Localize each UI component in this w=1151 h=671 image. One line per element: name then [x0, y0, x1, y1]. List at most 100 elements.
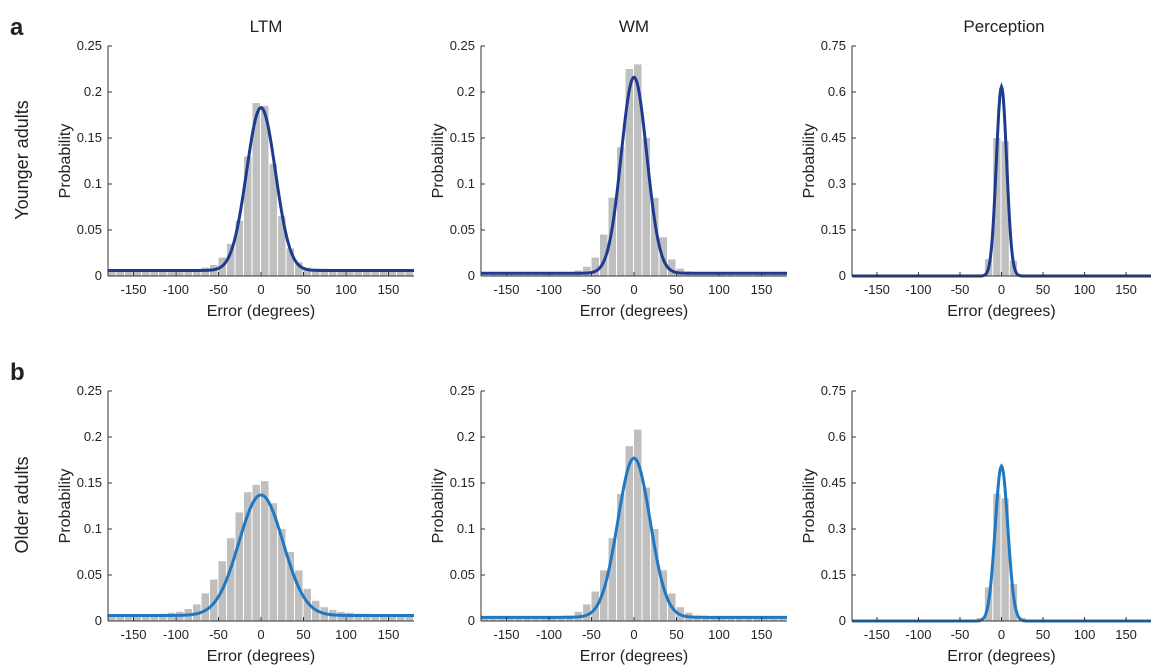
y-tick-label: 0.2: [84, 84, 102, 99]
x-tick-label: -100: [163, 282, 189, 297]
histogram-bar: [397, 270, 405, 276]
y-axis-label: Probability: [801, 124, 818, 199]
panel-younger-ltm: -150 -100 -50 0 50 100 150 0 0.05 0.1 0.15 0.2 0.25 E…: [57, 38, 414, 320]
x-tick-label: -50: [951, 282, 970, 297]
histogram-bar: [380, 270, 388, 276]
x-axis-label: Error (degrees): [580, 303, 688, 320]
histogram-bar: [993, 493, 1001, 621]
histogram-bar: [753, 617, 761, 621]
histogram-bar: [659, 570, 667, 621]
histogram-bar: [133, 271, 141, 276]
fit-curve: [108, 493, 414, 617]
histogram-bar: [269, 163, 277, 276]
histogram-bar: [761, 617, 769, 621]
histogram-bar: [710, 617, 718, 621]
y-axis-label: Probability: [801, 469, 818, 544]
y-tick-label: 0.05: [450, 222, 475, 237]
histogram-bar: [600, 234, 608, 276]
histogram-bar: [651, 197, 659, 276]
y-tick-label: 0.15: [450, 130, 475, 145]
column-title-ltm: LTM: [250, 17, 283, 36]
histogram-bar: [244, 156, 252, 276]
histogram-bar: [116, 615, 124, 621]
histogram-bar: [337, 270, 345, 276]
x-tick-label: 150: [751, 282, 773, 297]
histogram-bar: [320, 268, 328, 276]
panel-younger-perception: -150 -100 -50 0 50 100 150 0 0.15 0.3 0.45 0.6 0.75 E…: [801, 38, 1151, 320]
panel-older-wm: -150 -100 -50 0 50 100 150 0 0.05 0.1 0.15 0.2 0.25 E…: [430, 383, 787, 665]
y-tick-label: 0.15: [821, 567, 846, 582]
x-tick-label: 0: [998, 282, 1005, 297]
y-tick-label: 0.3: [828, 521, 846, 536]
histogram-bar: [133, 615, 141, 621]
y-tick-label: 0: [468, 268, 475, 283]
histogram-bar: [176, 270, 184, 276]
histogram-bar: [600, 570, 608, 621]
fit-curve: [108, 106, 414, 272]
histogram-bar: [354, 613, 362, 621]
y-tick-label: 0: [95, 613, 102, 628]
y-tick-label: 0: [95, 268, 102, 283]
y-tick-label: 0.45: [821, 130, 846, 145]
histogram-bar: [736, 617, 744, 621]
y-tick-label: 0.45: [821, 475, 846, 490]
histogram-bar: [108, 270, 116, 276]
histogram-bar: [142, 270, 150, 276]
x-tick-label: -150: [493, 627, 519, 642]
x-tick-label: -100: [163, 627, 189, 642]
x-tick-label: 150: [378, 627, 400, 642]
panel-older-ltm: -150 -100 -50 0 50 100 150 0 0.05 0.1 0.15 0.2 0.25 E…: [57, 383, 414, 665]
x-axis-label: Error (degrees): [947, 303, 1055, 320]
histogram-bar: [388, 615, 396, 621]
x-tick-label: 0: [257, 627, 264, 642]
histogram-bar: [150, 614, 158, 621]
y-tick-label: 0.2: [457, 84, 475, 99]
x-tick-label: 150: [378, 282, 400, 297]
x-tick-label: 50: [669, 282, 683, 297]
y-tick-label: 0.1: [457, 521, 475, 536]
y-tick-label: 0.15: [821, 222, 846, 237]
histogram-bar: [286, 248, 294, 276]
histogram-bar: [380, 614, 388, 621]
x-axis-label: Error (degrees): [580, 648, 688, 665]
histogram-bar: [608, 197, 616, 276]
histogram-bar: [719, 617, 727, 621]
x-tick-label: -100: [905, 627, 931, 642]
histogram-bar: [303, 588, 311, 621]
histogram-bar: [286, 552, 294, 621]
y-tick-label: 0.25: [77, 383, 102, 398]
histogram-bar: [159, 270, 167, 276]
histogram-bar: [295, 262, 303, 276]
histogram-bar: [744, 617, 752, 621]
x-tick-label: 100: [335, 627, 357, 642]
histogram-bar: [617, 147, 625, 276]
histogram-bar: [625, 446, 633, 621]
histogram-bar: [506, 617, 514, 621]
histogram-bar: [371, 614, 379, 621]
y-tick-label: 0.1: [457, 176, 475, 191]
y-tick-label: 0: [839, 268, 846, 283]
x-axis-label: Error (degrees): [207, 648, 315, 665]
histogram-bar: [227, 538, 235, 621]
histogram-bar: [108, 614, 116, 621]
y-tick-label: 0.6: [828, 429, 846, 444]
y-tick-label: 0.3: [828, 176, 846, 191]
row-label-older: Older adults: [12, 456, 32, 553]
histogram-bar: [329, 269, 337, 276]
histogram-bar: [363, 270, 371, 276]
x-tick-label: -150: [864, 627, 890, 642]
histogram-bar: [354, 271, 362, 276]
histogram-bar: [227, 243, 235, 276]
histogram-bar: [1001, 141, 1009, 276]
row-label-younger: Younger adults: [12, 100, 32, 219]
x-tick-label: 50: [296, 627, 310, 642]
x-tick-label: -150: [864, 282, 890, 297]
x-tick-label: -100: [536, 282, 562, 297]
histogram-bar: [651, 529, 659, 621]
x-tick-label: 150: [1115, 627, 1137, 642]
y-tick-label: 0.2: [457, 429, 475, 444]
histogram-bar: [184, 270, 192, 276]
x-tick-label: -50: [209, 627, 228, 642]
y-tick-label: 0: [468, 613, 475, 628]
fit-curve: [481, 456, 787, 619]
